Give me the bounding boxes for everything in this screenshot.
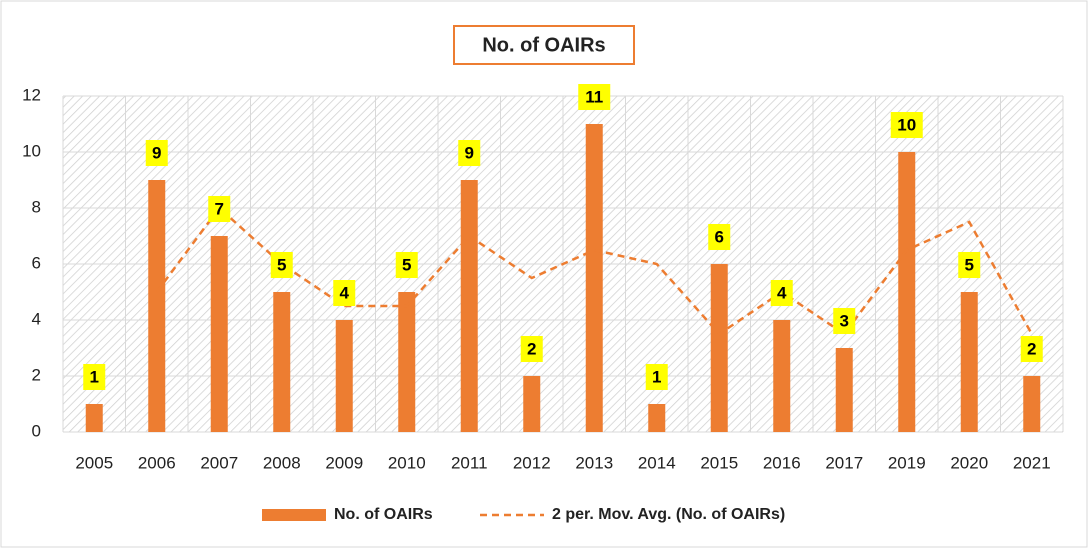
data-label-box <box>270 252 293 278</box>
x-tick-label: 2015 <box>700 453 738 472</box>
x-tick-label: 2016 <box>763 453 801 472</box>
x-tick-label: 2019 <box>888 453 926 472</box>
x-tick-label: 2005 <box>75 453 113 472</box>
data-label-box <box>958 252 981 278</box>
y-tick-label: 4 <box>32 309 41 328</box>
data-label: 6 <box>715 227 724 246</box>
data-label: 4 <box>777 283 787 302</box>
data-label: 4 <box>340 283 350 302</box>
data-label-box <box>770 280 793 306</box>
data-label-box <box>458 140 481 166</box>
bar <box>210 236 228 432</box>
moving-average-line <box>155 206 1033 336</box>
data-label-box <box>83 364 106 390</box>
x-tick-label: 2021 <box>1013 453 1051 472</box>
data-label-box <box>208 196 231 222</box>
data-label-box <box>1020 336 1043 362</box>
bar <box>835 348 853 432</box>
data-label: 7 <box>215 199 224 218</box>
data-label: 2 <box>527 339 536 358</box>
data-label: 5 <box>402 255 411 274</box>
y-tick-label: 6 <box>32 253 41 272</box>
bar <box>335 320 353 432</box>
title-box <box>453 25 635 65</box>
data-label: 3 <box>840 311 849 330</box>
x-tick-label: 2008 <box>263 453 301 472</box>
data-label: 10 <box>897 115 916 134</box>
bar <box>273 292 291 432</box>
data-label: 9 <box>465 143 474 162</box>
x-tick-label: 2020 <box>950 453 988 472</box>
bar <box>585 124 603 432</box>
bar <box>648 404 666 432</box>
legend-swatch <box>262 509 326 521</box>
y-tick-label: 8 <box>32 197 41 216</box>
data-label-box <box>578 84 611 110</box>
data-label-box <box>395 252 418 278</box>
data-label: 1 <box>652 367 661 386</box>
bar <box>710 264 728 432</box>
x-tick-label: 2010 <box>388 453 426 472</box>
y-tick-label: 10 <box>22 141 41 160</box>
x-tick-label: 2007 <box>200 453 238 472</box>
x-tick-label: 2009 <box>325 453 363 472</box>
x-tick-label: 2014 <box>638 453 676 472</box>
data-label-box <box>708 224 731 250</box>
y-tick-label: 12 <box>22 85 41 104</box>
x-tick-label: 2006 <box>138 453 176 472</box>
data-label: 5 <box>965 255 974 274</box>
data-label-box <box>520 336 543 362</box>
bar <box>898 152 916 432</box>
x-tick-label: 2011 <box>451 453 488 472</box>
bar <box>1023 376 1041 432</box>
y-tick-label: 0 <box>32 421 41 440</box>
data-label-box <box>645 364 668 390</box>
data-label-box <box>890 112 923 138</box>
bar <box>773 320 791 432</box>
data-label: 1 <box>90 367 99 386</box>
bar <box>148 180 166 432</box>
x-tick-label: 2013 <box>575 453 613 472</box>
data-label: 2 <box>1027 339 1036 358</box>
legend-label: 2 per. Mov. Avg. (No. of OAIRs) <box>552 506 785 523</box>
bar <box>398 292 416 432</box>
data-label: 11 <box>585 87 603 106</box>
data-label: 5 <box>277 255 286 274</box>
data-label-box <box>333 280 356 306</box>
bar <box>460 180 478 432</box>
data-label-box <box>145 140 168 166</box>
bar <box>960 292 978 432</box>
x-tick-label: 2012 <box>513 453 551 472</box>
data-label-box <box>833 308 856 334</box>
x-tick-label: 2017 <box>825 453 863 472</box>
bar <box>85 404 103 432</box>
chart-title: No. of OAIRs <box>482 34 605 56</box>
legend-label: No. of OAIRs <box>334 506 433 523</box>
y-tick-label: 2 <box>32 365 41 384</box>
bar <box>523 376 541 432</box>
data-label: 9 <box>152 143 161 162</box>
